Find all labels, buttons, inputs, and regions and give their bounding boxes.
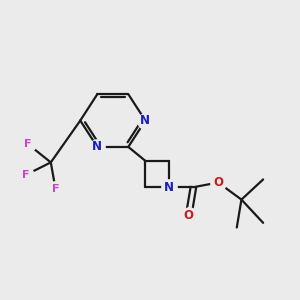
Text: O: O [184, 208, 194, 222]
Text: F: F [52, 184, 59, 194]
Text: N: N [140, 114, 150, 127]
Text: O: O [213, 176, 223, 189]
Text: N: N [164, 181, 174, 194]
Text: N: N [92, 140, 102, 153]
Text: F: F [22, 170, 30, 180]
Text: F: F [24, 139, 31, 149]
